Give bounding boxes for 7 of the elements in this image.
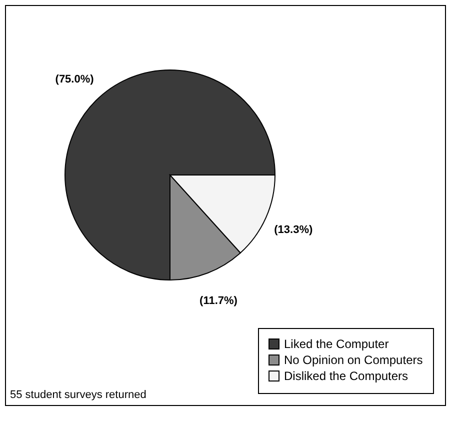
data-label: (13.3%) [274,224,313,236]
text: 55 student surveys returned [10,389,146,401]
legend-label: No Opinion on Computers [284,353,423,367]
legend-label: Liked the Computer [284,337,389,351]
legend-label: Disliked the Computers [284,369,408,383]
data-label: (75.0%) [55,74,94,86]
data-label: (11.7%) [200,294,238,307]
